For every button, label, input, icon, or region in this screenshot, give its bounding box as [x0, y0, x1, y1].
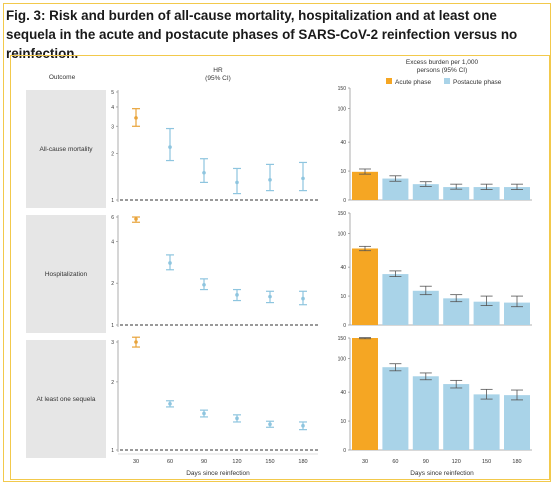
burden-bar	[504, 187, 530, 200]
burden-y-tick-label: 100	[338, 107, 347, 113]
burden-bar	[382, 367, 409, 450]
hr-y-tick-label: 5	[111, 90, 114, 96]
burden-bar	[352, 338, 378, 450]
hr-y-tick-label: 3	[111, 124, 114, 130]
legend-postacute-swatch	[444, 78, 450, 84]
burden-x-tick-label: 60	[392, 459, 398, 465]
burden-bar	[352, 248, 378, 325]
hr-point	[134, 340, 138, 344]
burden-bar	[382, 178, 409, 200]
burden-bar	[443, 187, 470, 200]
hr-point	[202, 282, 206, 287]
figure-title: Fig. 3: Risk and burden of all-cause mor…	[6, 8, 518, 61]
hr-point	[301, 423, 305, 428]
hr-y-tick-label: 2	[111, 281, 114, 287]
hr-y-tick-label: 2	[111, 151, 114, 157]
burden-bar	[443, 298, 470, 325]
burden-bar	[473, 187, 500, 200]
hr-x-tick-label: 90	[201, 459, 207, 465]
hr-y-tick-label: 1	[111, 198, 114, 204]
hr-y-tick-label: 4	[111, 105, 114, 111]
burden-bar	[473, 394, 500, 450]
outcome-panel-hospitalization	[26, 215, 106, 333]
burden-y-tick-label: 10	[340, 169, 346, 175]
hr-point	[202, 170, 206, 175]
burden-bar	[412, 184, 439, 200]
outcome-label-hospitalization: Hospitalization	[45, 271, 88, 278]
burden-x-tick-label: 90	[423, 459, 429, 465]
burden-x-tick-label: 120	[452, 459, 461, 465]
legend-acute-swatch	[386, 78, 392, 84]
outcome-label-all-cause-mortality: All-cause mortality	[39, 146, 93, 153]
hr-point	[168, 401, 172, 406]
burden-y-tick-label: 40	[340, 140, 346, 146]
hr-point	[134, 217, 138, 221]
burden-bar	[412, 376, 439, 450]
burden-y-tick-label: 0	[343, 198, 346, 204]
burden-bar	[412, 290, 439, 325]
burden-bar	[443, 384, 470, 450]
burden-bar	[504, 302, 530, 325]
hr-y-tick-label: 1	[111, 448, 114, 454]
hr-point	[134, 116, 138, 120]
burden-y-tick-label: 40	[340, 390, 346, 396]
burden-y-tick-label: 150	[338, 211, 347, 217]
hr-point	[202, 411, 206, 416]
figure-box	[10, 55, 550, 480]
legend-acute-label: Acute phase	[395, 79, 432, 86]
burden-y-tick-label: 0	[343, 448, 346, 454]
burden-y-tick-label: 10	[340, 419, 346, 425]
hr-x-tick-label: 30	[133, 459, 139, 465]
hr-point	[301, 296, 305, 301]
burden-x-axis-label: Days since reinfection	[410, 470, 474, 477]
burden-y-tick-label: 100	[338, 357, 347, 363]
burden-y-tick-label: 150	[338, 336, 347, 342]
burden-bar	[382, 274, 409, 325]
burden-x-tick-label: 150	[482, 459, 491, 465]
burden-y-tick-label: 150	[338, 86, 347, 92]
burden-y-tick-label: 100	[338, 232, 347, 238]
burden-x-tick-label: 30	[362, 459, 368, 465]
hr-point	[168, 261, 172, 265]
hr-x-axis-label: Days since reinfection	[186, 470, 250, 477]
hr-x-tick-label: 60	[167, 459, 173, 465]
hr-point	[235, 416, 239, 421]
burden-x-tick-label: 180	[512, 459, 521, 465]
hr-y-tick-label: 6	[111, 215, 114, 221]
outcome-label-at-least-one-sequela: At least one sequela	[37, 396, 96, 403]
hr-point	[268, 422, 272, 427]
burden-bar	[352, 171, 378, 200]
hr-y-tick-label: 2	[111, 380, 114, 386]
hr-point	[235, 180, 239, 185]
hr-y-tick-label: 1	[111, 323, 114, 329]
hr-y-tick-label: 3	[111, 340, 114, 346]
burden-bar	[504, 395, 530, 450]
hr-x-tick-label: 150	[265, 459, 274, 465]
outcome-panel-at-least-one-sequela	[26, 340, 106, 458]
hr-header: HR	[213, 67, 223, 74]
hr-point	[268, 294, 272, 299]
hr-point	[235, 293, 239, 297]
hr-y-tick-label: 4	[111, 239, 114, 245]
burden-bar	[473, 301, 500, 325]
outcome-panel-all-cause-mortality	[26, 90, 106, 208]
outcome-header: Outcome	[49, 74, 76, 81]
burden-ci-header: persons (95% CI)	[417, 67, 468, 74]
burden-y-tick-label: 0	[343, 323, 346, 329]
burden-y-tick-label: 40	[340, 265, 346, 271]
burden-y-tick-label: 10	[340, 294, 346, 300]
hr-point	[301, 176, 305, 181]
hr-x-tick-label: 180	[298, 459, 307, 465]
legend-postacute-label: Postacute phase	[453, 79, 502, 86]
hr-ci-header: (95% CI)	[205, 75, 231, 82]
hr-x-tick-label: 120	[232, 459, 241, 465]
burden-header: Excess burden per 1,000	[406, 59, 479, 66]
hr-point	[168, 145, 172, 149]
hr-point	[268, 178, 272, 182]
